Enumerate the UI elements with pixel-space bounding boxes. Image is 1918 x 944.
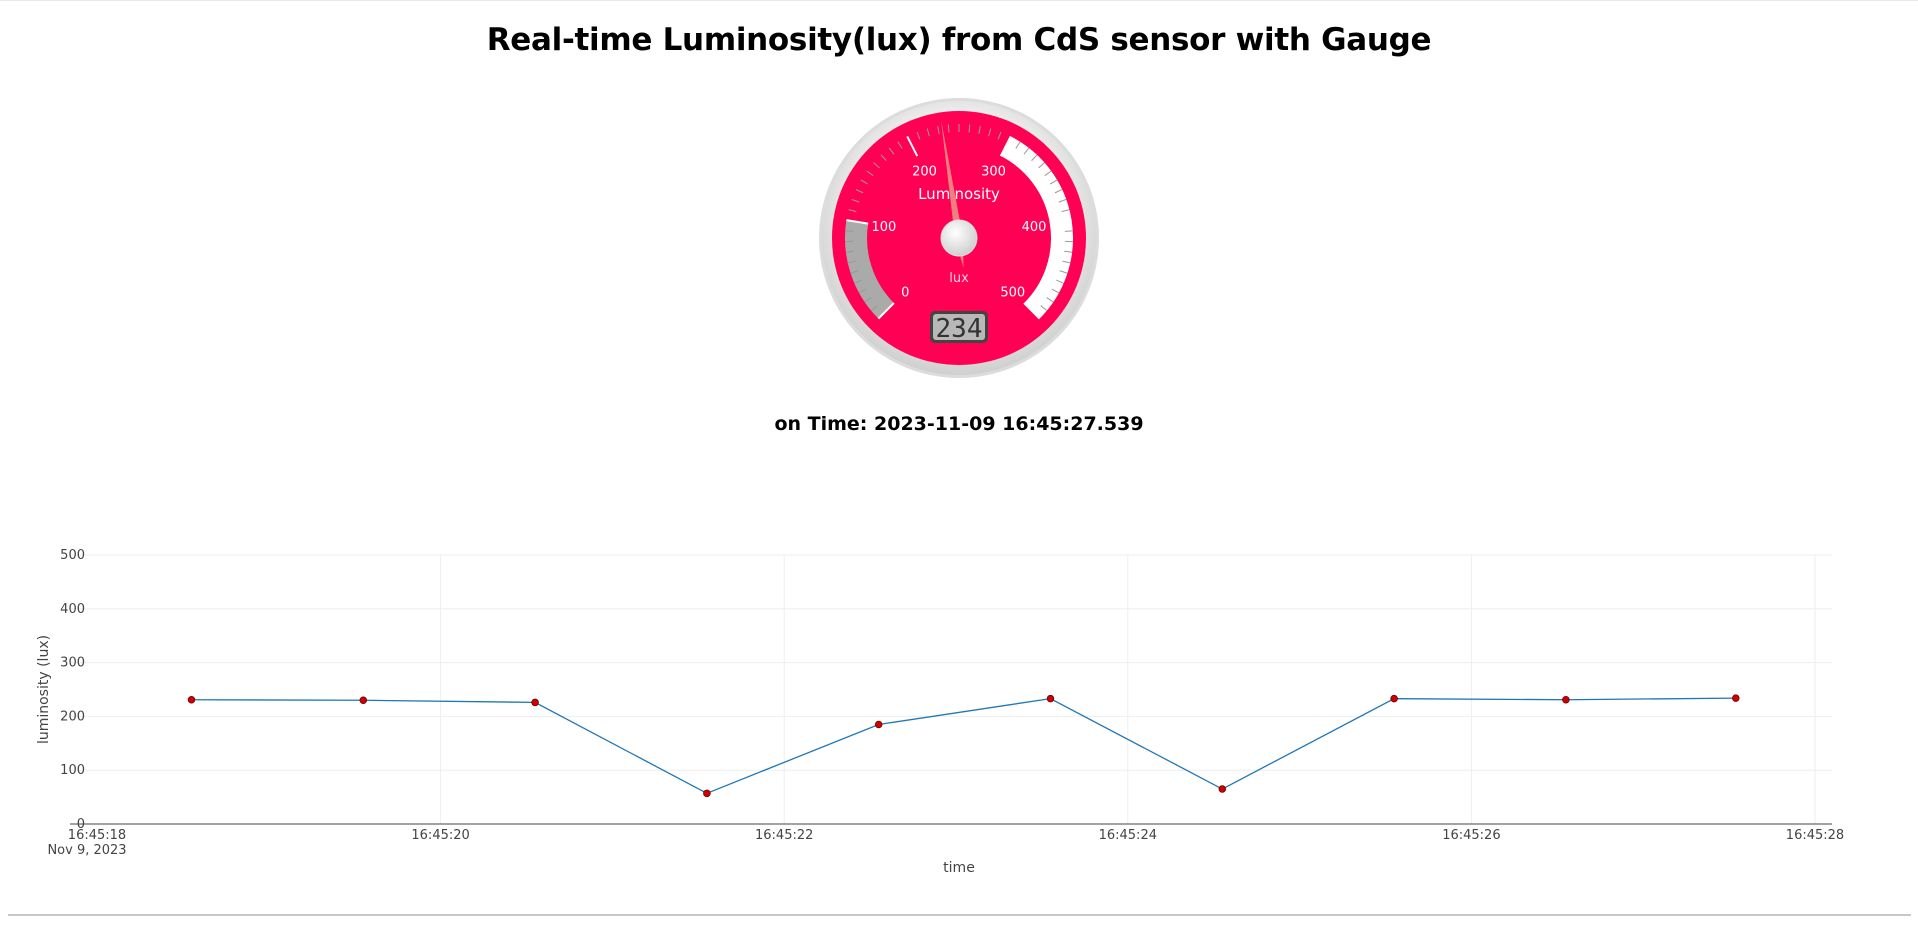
gauge-minor-tick — [1054, 189, 1063, 194]
gauge-minor-tick — [1064, 250, 1073, 253]
gauge-minor-tick — [870, 305, 878, 312]
x-axis-title: time — [943, 860, 975, 876]
gauge-minor-tick — [866, 170, 874, 177]
gauge-major-tick — [906, 135, 919, 157]
gauge-units: lux — [949, 271, 969, 286]
y-axis-title: luminosity (lux) — [36, 635, 52, 744]
x-tick-label: 16:45:28 — [1786, 828, 1844, 843]
gauge-minor-tick — [864, 297, 872, 303]
gauge-minor-tick — [1031, 154, 1038, 162]
gauge-minor-tick — [978, 125, 981, 134]
gauge-minor-tick — [880, 154, 887, 162]
gauge-svg: 0 100 200 300 400 500 Luminosity lux 234 — [819, 98, 1099, 378]
gauge-minor-tick — [1058, 198, 1067, 203]
gauge-value-readout: 234 — [936, 314, 983, 344]
gauge-tick-label: 400 — [1022, 220, 1047, 235]
y-tick-label: 100 — [60, 763, 85, 778]
series-line — [191, 697, 1736, 795]
gauge-major-tick — [1023, 302, 1041, 320]
x-tick-sublabel: Nov 9, 2023 — [47, 843, 126, 858]
gauge-tick-labels: 0 100 200 300 400 500 — [872, 164, 1047, 300]
gauge-minor-tick — [1046, 297, 1054, 303]
y-tick-label: 200 — [60, 709, 85, 724]
x-tick-label: 16:45:22 — [755, 828, 813, 843]
gauge-minor-tick — [888, 147, 895, 155]
gauge-tick-label: 500 — [1000, 286, 1025, 301]
data-point[interactable] — [1562, 695, 1570, 704]
page-title: Real-time Luminosity(lux) from CdS senso… — [486, 22, 1432, 58]
gauge-minor-tick — [854, 279, 862, 284]
data-point[interactable] — [531, 698, 539, 707]
gauge-value-screen — [933, 314, 985, 340]
gauge-minor-tick — [873, 162, 880, 169]
y-tick-label: 300 — [60, 656, 85, 671]
gauge-minor-tick — [1056, 279, 1064, 284]
gauge-tick-label: 100 — [872, 220, 897, 235]
gauge-minor-tick — [1062, 260, 1071, 264]
gauge-minor-tick — [858, 288, 867, 294]
x-tick-label: 16:45:18 — [68, 828, 126, 843]
gauge-minor-tick — [916, 131, 921, 140]
gauge-minor-tick — [845, 230, 854, 232]
gauge-minor-tick — [1049, 179, 1058, 185]
gauge-minor-tick — [997, 131, 1002, 140]
data-point[interactable] — [359, 696, 368, 705]
data-point[interactable] — [187, 695, 196, 704]
gauge-needle-hub — [940, 219, 978, 257]
gauge-band-low — [845, 220, 895, 319]
gauge-minor-tick — [855, 189, 864, 194]
data-point[interactable] — [1732, 694, 1740, 702]
gauge-minor-tick — [851, 198, 860, 203]
data-point[interactable] — [1390, 694, 1398, 703]
gauge-minor-tick — [860, 179, 869, 185]
x-tick-label: 16:45:24 — [1099, 828, 1157, 843]
gauge-minor-tick — [1044, 170, 1052, 177]
gauge-minor-tick — [1040, 305, 1048, 312]
gauge-minor-tick — [1064, 230, 1073, 232]
chart-gridlines — [70, 554, 1832, 824]
gauge-minor-tick — [1059, 270, 1068, 274]
gauge-major-tick — [999, 135, 1012, 157]
luminosity-gauge: 0 100 200 300 400 500 Luminosity lux 234 — [818, 97, 1100, 379]
x-tick-label: 16:45:20 — [411, 828, 469, 843]
gauge-tick-label: 300 — [981, 164, 1006, 179]
gauge-tick-label: 200 — [912, 164, 937, 179]
gauge-minor-tick — [1061, 209, 1070, 213]
data-point[interactable] — [874, 720, 883, 729]
gauge-minor-tick — [926, 128, 930, 137]
gauge-minor-tick — [848, 209, 857, 213]
gauge-minor-tick — [1015, 141, 1021, 149]
gauge-minor-tick — [947, 124, 950, 133]
y-tick-label: 400 — [60, 602, 85, 617]
gauge-minor-tick — [850, 270, 859, 274]
gauge-ticks — [845, 124, 1073, 320]
gauge-minor-tick — [937, 125, 940, 134]
gauge-major-tick — [1049, 219, 1072, 225]
gauge-minor-tick — [968, 124, 971, 133]
gauge-title: Luminosity — [918, 185, 1000, 203]
bottom-divider — [8, 914, 1911, 916]
gauge-minor-tick — [897, 141, 903, 149]
gauge-minor-tick — [1051, 288, 1060, 294]
gauge-minor-tick — [1038, 162, 1045, 169]
data-point[interactable] — [1046, 694, 1055, 703]
gauge-major-tick — [877, 302, 895, 320]
top-divider — [0, 0, 1918, 1]
chart-series — [187, 694, 1740, 798]
y-tick-label: 0 — [77, 817, 85, 832]
x-tick-label: 16:45:26 — [1442, 828, 1500, 843]
gauge-minor-tick — [988, 128, 992, 137]
gauge-minor-tick — [845, 250, 854, 253]
timestamp-text: on Time: 2023-11-09 16:45:27.539 — [774, 413, 1144, 435]
y-tick-label: 500 — [60, 548, 85, 563]
gauge-major-tick — [846, 219, 869, 225]
gauge-minor-tick — [847, 260, 856, 264]
gauge-minor-tick — [1023, 147, 1030, 155]
data-point[interactable] — [703, 789, 711, 798]
data-point[interactable] — [1218, 785, 1227, 793]
luminosity-chart: 0 100 200 300 400 500 16:45:18 Nov 9, 2023 16:45… — [0, 535, 1918, 885]
gauge-tick-label: 0 — [901, 286, 909, 301]
